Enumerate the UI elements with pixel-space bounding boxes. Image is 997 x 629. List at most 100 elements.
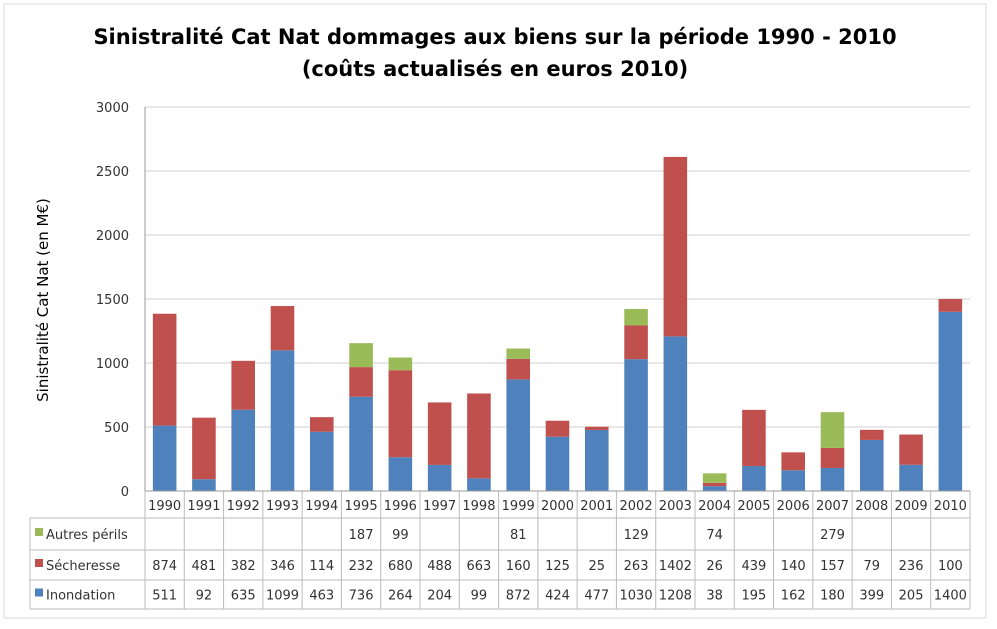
y-tick-label: 3000	[96, 101, 129, 116]
y-tick-label: 1500	[96, 293, 129, 308]
data-label: 1099	[266, 589, 299, 604]
data-label: 99	[392, 528, 409, 543]
bar-autres-p-rils-2002	[624, 308, 648, 326]
bar-inondation-2003	[663, 336, 688, 491]
data-label: 463	[309, 589, 334, 604]
data-label: 205	[899, 589, 924, 604]
data-label: 125	[545, 559, 570, 574]
x-tick-label: 1998	[462, 499, 495, 514]
x-tick-label: 2000	[541, 499, 574, 514]
x-tick-label: 1996	[384, 499, 417, 514]
data-label: 100	[938, 559, 963, 574]
data-label: 680	[388, 559, 413, 574]
x-tick-label: 1997	[423, 499, 456, 514]
data-label: 140	[781, 559, 806, 574]
data-label: 92	[196, 589, 213, 604]
bar-s-cheresse-1992	[231, 360, 255, 410]
chart-title: Sinistralité Cat Nat dommages aux biens …	[93, 25, 896, 49]
data-label: 38	[706, 589, 723, 604]
data-label: 160	[506, 559, 531, 574]
x-tick-label: 2007	[816, 499, 849, 514]
bar-autres-p-rils-2007	[820, 412, 845, 448]
chart-subtitle: (coûts actualisés en euros 2010)	[302, 57, 688, 81]
bar-inondation-1995	[349, 396, 373, 491]
bar-s-cheresse-1991	[192, 417, 216, 480]
data-label: 74	[706, 528, 723, 543]
data-label: 488	[427, 559, 452, 574]
bar-s-cheresse-1996	[388, 370, 413, 458]
bar-s-cheresse-1990	[152, 313, 177, 426]
bar-inondation-1998	[467, 478, 491, 491]
data-label: 99	[471, 589, 488, 604]
x-tick-label: 2003	[659, 499, 692, 514]
data-label: 180	[820, 589, 845, 604]
x-tick-label: 2010	[934, 499, 967, 514]
bar-s-cheresse-2004	[702, 482, 727, 487]
bar-s-cheresse-1994	[310, 417, 334, 432]
bar-s-cheresse-2007	[820, 447, 845, 468]
data-label: 477	[584, 589, 609, 604]
data-label: 1208	[659, 589, 692, 604]
data-label: 663	[467, 559, 492, 574]
bar-inondation-2009	[899, 464, 923, 491]
data-label: 114	[309, 559, 334, 574]
bar-s-cheresse-1993	[270, 306, 295, 351]
x-tick-label: 2001	[580, 499, 613, 514]
data-label: 232	[349, 559, 374, 574]
x-tick-label: 1994	[305, 499, 338, 514]
bar-s-cheresse-2000	[545, 420, 570, 437]
data-label: 439	[742, 559, 767, 574]
x-tick-label: 2004	[698, 499, 731, 514]
data-label: 25	[589, 559, 606, 574]
bar-inondation-2004	[702, 486, 727, 491]
x-tick-label: 2002	[620, 499, 653, 514]
bar-inondation-2007	[820, 467, 845, 491]
data-label: 511	[152, 589, 177, 604]
data-label: 346	[270, 559, 295, 574]
data-label: 263	[624, 559, 649, 574]
data-label: 129	[624, 528, 649, 543]
legend-label: Inondation	[46, 589, 115, 604]
x-tick-label: 2008	[855, 499, 888, 514]
data-label: 635	[231, 589, 256, 604]
bar-inondation-2008	[860, 439, 884, 491]
bar-inondation-2000	[545, 436, 570, 491]
data-label: 195	[742, 589, 767, 604]
data-label: 874	[152, 559, 177, 574]
bar-s-cheresse-2010	[938, 299, 963, 312]
y-tick-label: 2000	[96, 229, 129, 244]
y-tick-label: 1000	[96, 357, 129, 372]
bar-s-cheresse-1998	[467, 393, 491, 479]
y-axis-label: Sinistralité Cat Nat (en M€)	[34, 198, 52, 402]
bar-s-cheresse-1997	[427, 402, 452, 465]
bar-autres-p-rils-1999	[506, 348, 530, 359]
legend-swatch-s-cheresse	[35, 559, 43, 567]
bar-inondation-1997	[427, 464, 452, 491]
data-label: 279	[820, 528, 845, 543]
data-label: 481	[192, 559, 217, 574]
data-label: 81	[510, 528, 527, 543]
x-tick-label: 1993	[266, 499, 299, 514]
bar-inondation-1994	[310, 431, 334, 491]
bar-autres-p-rils-1995	[349, 343, 373, 368]
data-label: 382	[231, 559, 256, 574]
data-label: 872	[506, 589, 531, 604]
bar-s-cheresse-2008	[860, 429, 884, 440]
legend-label: Autres périls	[46, 528, 128, 543]
x-tick-label: 2009	[895, 499, 928, 514]
bar-s-cheresse-1999	[506, 358, 530, 380]
bar-inondation-2005	[742, 466, 766, 491]
x-tick-label: 1990	[148, 499, 181, 514]
data-label: 204	[427, 589, 452, 604]
x-tick-label: 1992	[227, 499, 260, 514]
y-tick-label: 0	[121, 485, 129, 500]
bar-s-cheresse-2001	[585, 426, 609, 430]
data-label: 264	[388, 589, 413, 604]
bar-autres-p-rils-1996	[388, 357, 413, 371]
bar-inondation-2010	[938, 311, 963, 491]
bar-autres-p-rils-2004	[702, 473, 727, 483]
bar-s-cheresse-2005	[742, 409, 766, 467]
bar-s-cheresse-2002	[624, 325, 648, 360]
data-label: 236	[899, 559, 924, 574]
